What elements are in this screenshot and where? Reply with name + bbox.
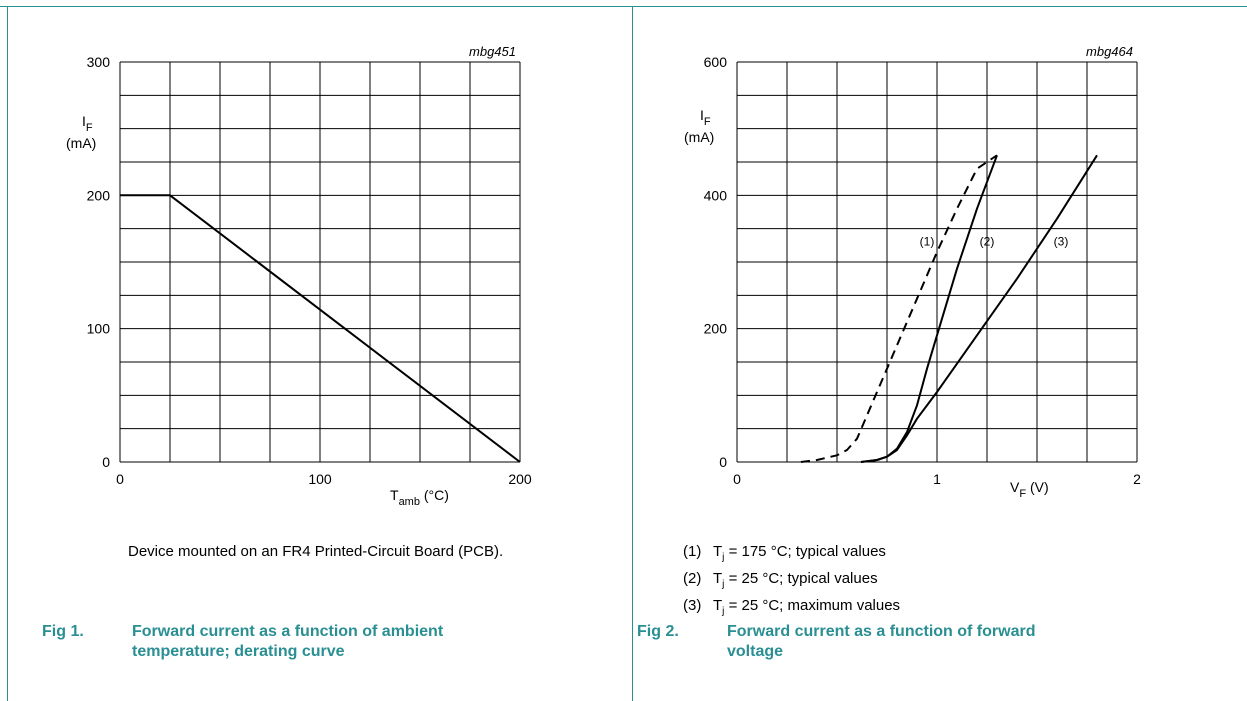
y-tick-label: 200	[704, 321, 728, 337]
forward-voltage-chart: 0 1 2 0 200 400 600 mbg464 IF(mA) VF (V) (1) (2) (3)	[684, 44, 1141, 500]
y-tick-label: 100	[87, 321, 111, 337]
legend-item-1: (1) Tj = 175 °C; typical values	[683, 543, 886, 563]
legend-item-3-post: = 25 °C; maximum values	[724, 597, 901, 614]
series-line-3	[860, 154, 1098, 463]
x-axis-label: Tamb (°C)	[390, 487, 449, 508]
legend-item-1-sub: j	[722, 552, 725, 563]
y-axis-unit: (mA)	[684, 129, 714, 145]
y-tick-label: 0	[102, 454, 110, 470]
figure-1-title-line-2: temperature; derating curve	[132, 643, 345, 660]
legend-item-1-num: (1)	[683, 543, 702, 560]
x-tick-label: 200	[508, 471, 532, 487]
y-tick-label: 600	[704, 54, 728, 70]
figure-1-number: Fig 1.	[42, 623, 84, 640]
y-tick-label: 400	[704, 187, 728, 203]
figure-2-title-line-2: voltage	[727, 643, 784, 660]
figure-1-title-line-1: Forward current as a function of ambient	[132, 623, 444, 640]
derating-chart: 0 100 200 0 100 200 300 mbg451 IF(mA) Tamb (°C)	[66, 44, 532, 508]
y-tick-label: 0	[719, 454, 727, 470]
legend-item-3-pre: T	[713, 597, 723, 614]
y-tick-label: 200	[87, 187, 111, 203]
legend-item-3-num: (3)	[683, 597, 702, 614]
y-axis-unit: (mA)	[66, 135, 96, 151]
y-axis-label: IF	[82, 113, 93, 134]
legend-item-2-num: (2)	[683, 570, 702, 587]
figure-code-label: mbg464	[1086, 44, 1133, 59]
figure-code-label: mbg451	[469, 44, 516, 59]
series-line-2	[860, 154, 998, 463]
x-tick-label: 100	[308, 471, 332, 487]
x-axis-label: VF (V)	[1010, 479, 1049, 500]
frame-top-rule	[0, 6, 1247, 7]
curve-label-1: (1)	[920, 234, 935, 248]
figure-1-title: Forward current as a function of ambient…	[132, 622, 443, 662]
legend-item-1-pre: T	[713, 543, 723, 560]
legend-item-2: (2) Tj = 25 °C; typical values	[683, 570, 878, 590]
figure-2-number: Fig 2.	[637, 623, 679, 640]
x-tick-label: 0	[733, 471, 741, 487]
x-tick-label: 2	[1133, 471, 1141, 487]
series-line-1	[800, 154, 998, 463]
legend-item-3-sub: j	[722, 606, 725, 617]
frame-middle-rule	[632, 6, 633, 701]
figure-2-panel: 0 1 2 0 200 400 600 mbg464 IF (mA) VF (V) (1) (2) (3)…	[633, 0, 1247, 701]
figure-2-title-line-1: Forward current as a function of forward	[727, 623, 1036, 640]
curve-label-3: (3)	[1054, 234, 1069, 248]
legend-item-3: (3) Tj = 25 °C; maximum values	[683, 597, 900, 617]
frame-left-rule	[7, 6, 8, 701]
figure-1-note: Device mounted on an FR4 Printed-Circuit…	[128, 543, 504, 560]
curve-label-2: (2)	[980, 234, 995, 248]
x-tick-label: 0	[116, 471, 124, 487]
x-tick-label: 1	[933, 471, 941, 487]
figure-2-title: Forward current as a function of forward…	[727, 622, 1035, 662]
series-line-1	[120, 194, 521, 463]
y-tick-label: 300	[87, 54, 111, 70]
legend-item-2-post: = 25 °C; typical values	[724, 570, 878, 587]
legend-item-2-pre: T	[713, 570, 723, 587]
y-axis-label: IF	[700, 107, 711, 128]
figure-1-panel: 0 100 200 0 100 200 300 mbg451 IF (mA) Tamb (°C) D…	[42, 44, 532, 662]
legend-item-2-sub: j	[722, 579, 725, 590]
legend-item-1-post: = 175 °C; typical values	[724, 543, 886, 560]
